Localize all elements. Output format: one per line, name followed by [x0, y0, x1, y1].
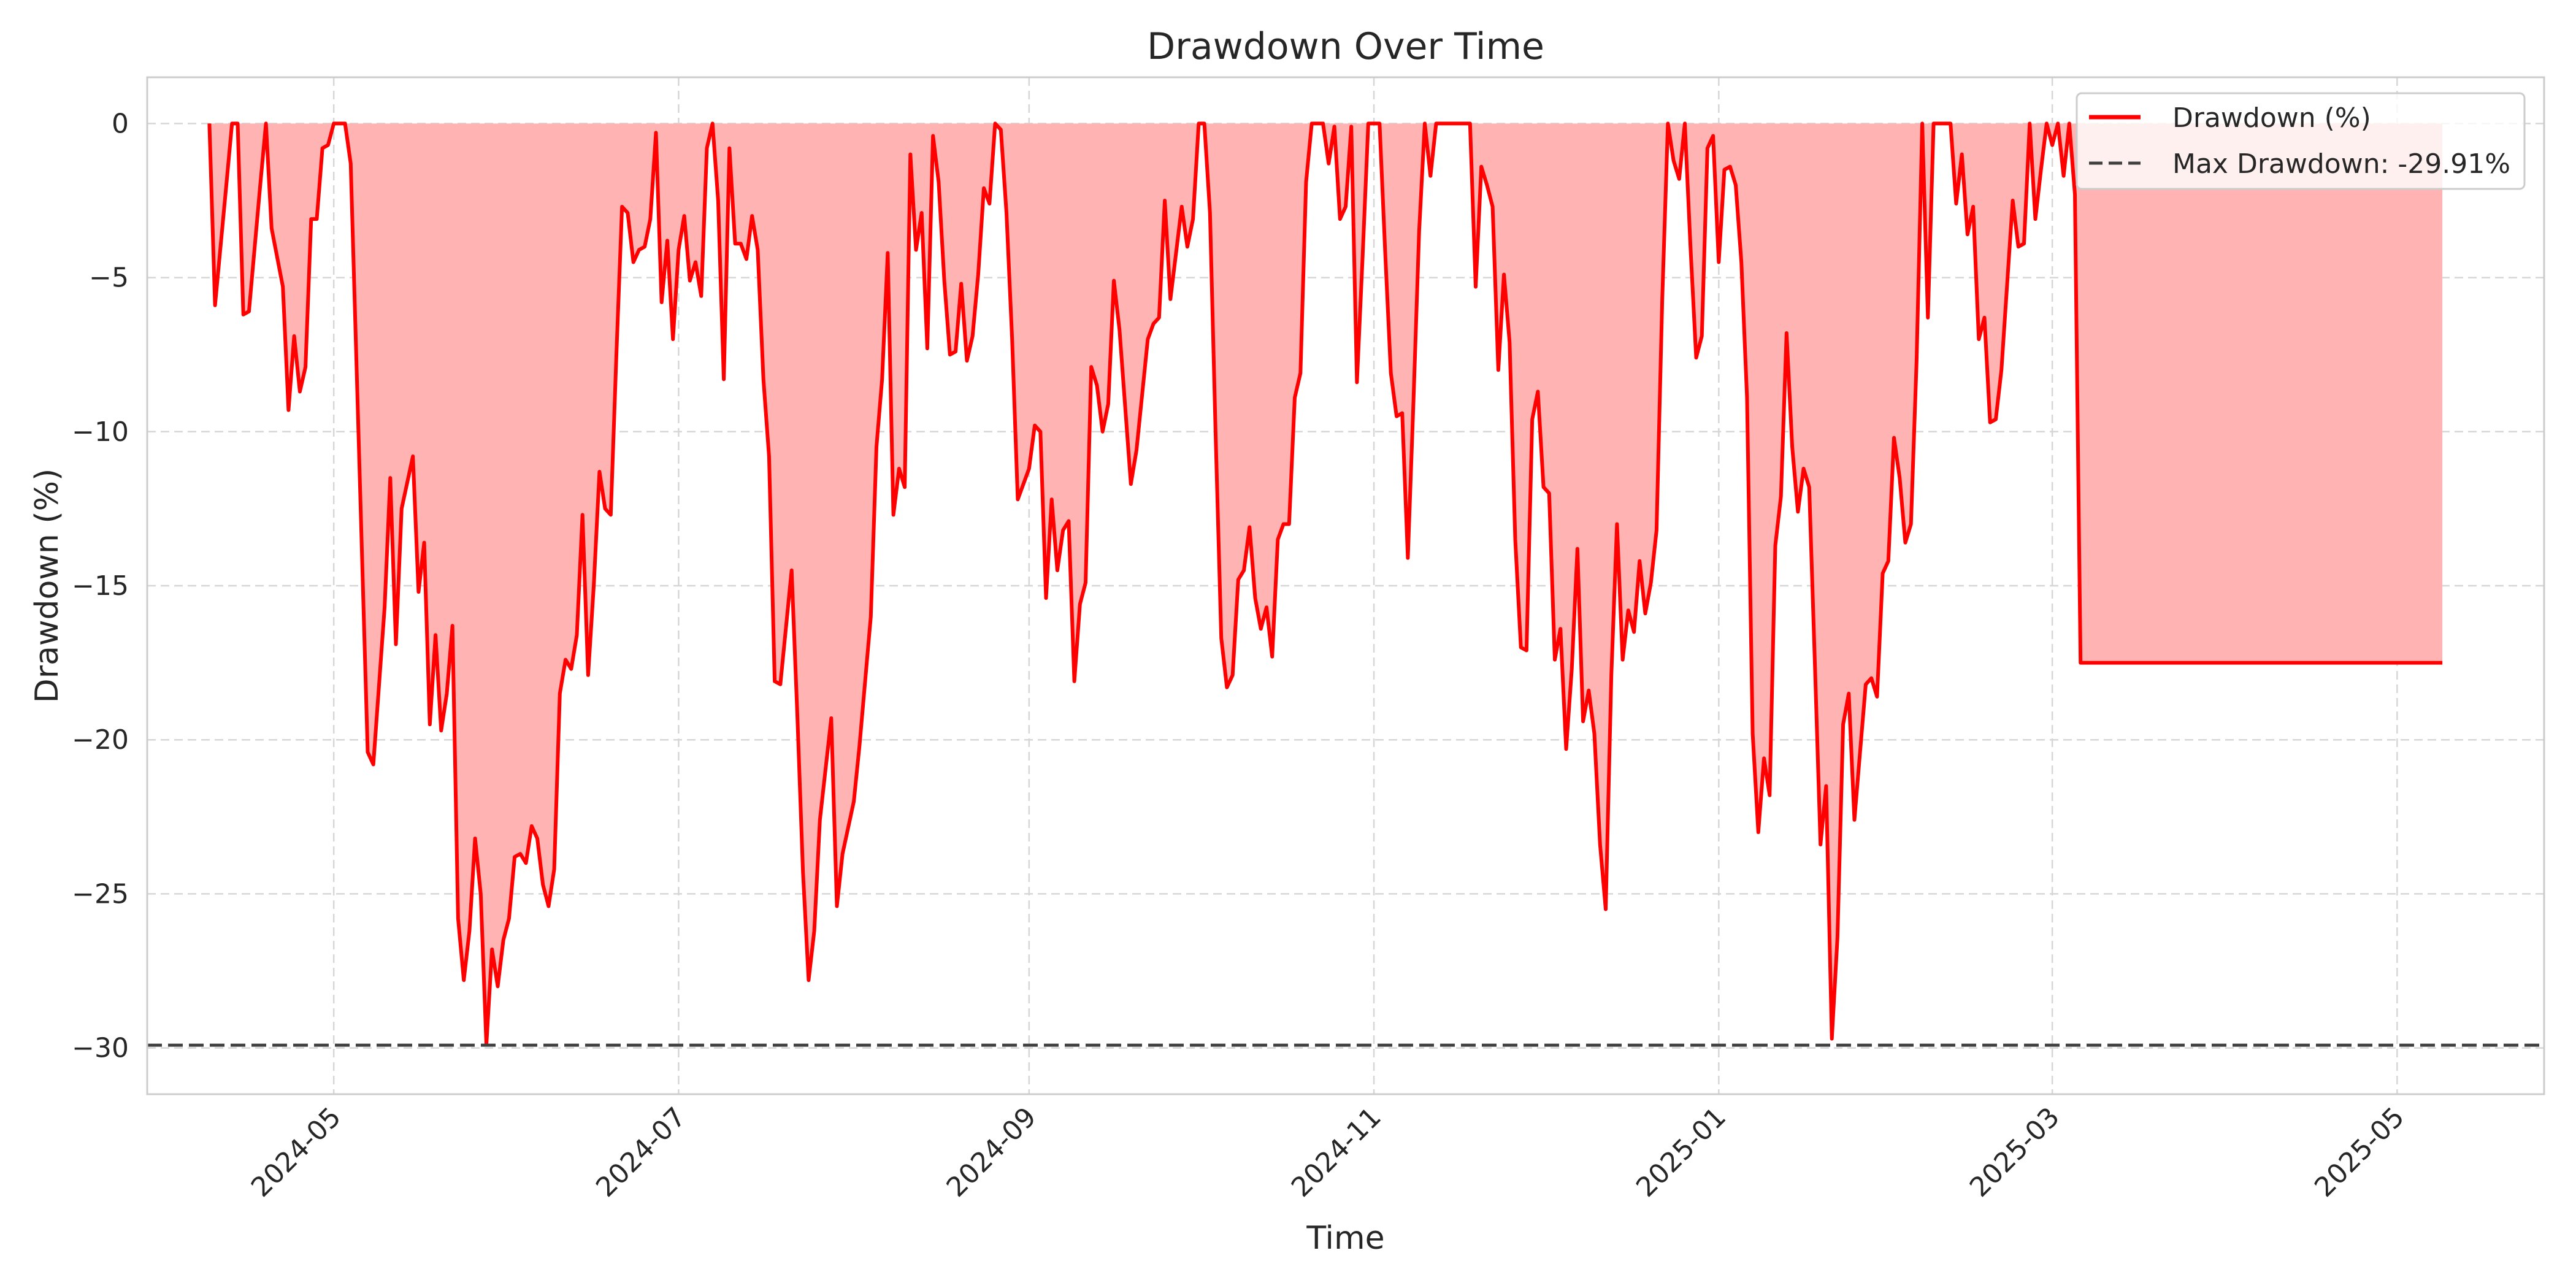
y-axis-label: Drawdown (%)	[29, 469, 66, 703]
legend-box	[2076, 92, 2526, 190]
y-tick-label: −20	[72, 724, 129, 756]
chart-title: Drawdown Over Time	[1147, 25, 1544, 68]
plot-frame	[146, 76, 2545, 1095]
legend-label-max-drawdown: Max Drawdown: -29.91%	[2172, 148, 2510, 180]
y-tick-label: −10	[72, 416, 129, 448]
legend-label-drawdown: Drawdown (%)	[2172, 102, 2371, 134]
y-tick-label: −25	[72, 878, 129, 910]
drawdown-line	[207, 121, 2443, 1047]
x-axis-label: Time	[1306, 1220, 1384, 1257]
drawdown-area	[209, 123, 2443, 1045]
legend: Drawdown (%) Max Drawdown: -29.91%	[2076, 92, 2526, 190]
y-tick-label: −5	[89, 263, 129, 294]
y-axis-ticks: 0 −5 −10 −15 −20 −25 −30	[72, 108, 129, 1064]
y-tick-label: 0	[112, 108, 129, 139]
drawdown-area-layer	[147, 121, 2544, 1047]
y-tick-label: −15	[72, 570, 129, 602]
y-tick-label: −30	[72, 1033, 129, 1064]
